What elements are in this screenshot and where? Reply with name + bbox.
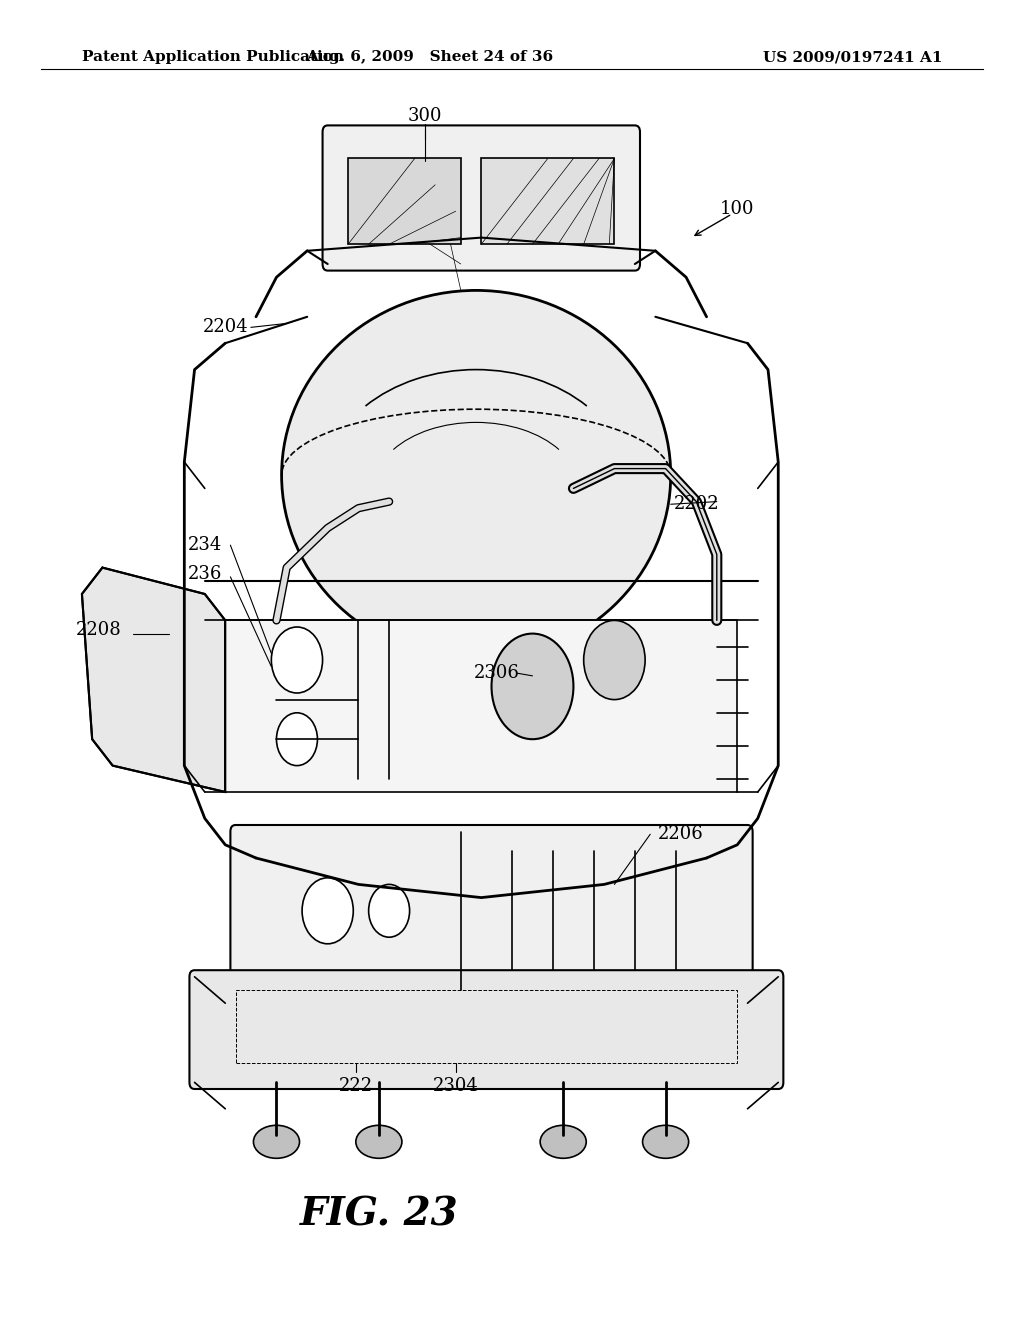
Text: 2304: 2304 <box>433 1077 478 1096</box>
Circle shape <box>492 634 573 739</box>
FancyBboxPatch shape <box>230 825 753 997</box>
Text: 100: 100 <box>720 199 755 218</box>
Text: Aug. 6, 2009   Sheet 24 of 36: Aug. 6, 2009 Sheet 24 of 36 <box>306 50 554 65</box>
Text: 222: 222 <box>339 1077 374 1096</box>
Text: 300: 300 <box>408 107 442 125</box>
Text: 2208: 2208 <box>76 620 121 639</box>
FancyBboxPatch shape <box>189 970 783 1089</box>
FancyBboxPatch shape <box>225 620 737 792</box>
Circle shape <box>302 878 353 944</box>
Text: 2202: 2202 <box>674 495 719 513</box>
Text: Patent Application Publication: Patent Application Publication <box>82 50 344 65</box>
FancyBboxPatch shape <box>323 125 640 271</box>
Ellipse shape <box>541 1125 586 1159</box>
Circle shape <box>271 627 323 693</box>
Circle shape <box>276 713 317 766</box>
Ellipse shape <box>282 290 671 660</box>
Text: US 2009/0197241 A1: US 2009/0197241 A1 <box>763 50 942 65</box>
Text: 2204: 2204 <box>203 318 248 337</box>
Circle shape <box>369 884 410 937</box>
Bar <box>236 990 737 1063</box>
Polygon shape <box>82 568 225 792</box>
Text: 2306: 2306 <box>474 664 519 682</box>
Circle shape <box>584 620 645 700</box>
Ellipse shape <box>254 1125 300 1159</box>
Text: 2206: 2206 <box>658 825 703 843</box>
Text: 234: 234 <box>187 536 222 554</box>
Ellipse shape <box>356 1125 402 1159</box>
Text: FIG. 23: FIG. 23 <box>300 1196 458 1233</box>
Text: 236: 236 <box>187 565 222 583</box>
Bar <box>348 158 461 244</box>
Ellipse shape <box>643 1125 688 1159</box>
Bar <box>481 158 614 244</box>
